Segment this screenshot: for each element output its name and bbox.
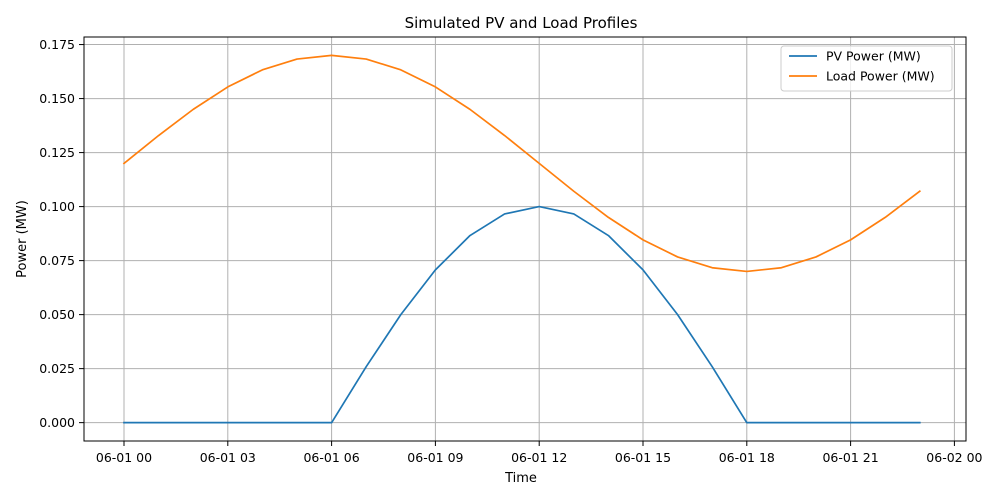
pv-power-line [123,205,921,424]
series-lines [122,54,921,424]
x-tick-label: 06-01 06 [303,450,359,465]
load-power-line [122,54,921,273]
legend-box [780,45,953,92]
y-ticks: 0.000 0.025 0.050 0.075 0.100 0.125 0.150 0.175 [39,37,84,430]
y-tick-label: 0.075 [39,253,75,268]
y-tick-label: 0.125 [39,145,75,160]
y-axis-label: Power (MW) [15,200,30,278]
chart-title: Simulated PV and Load Profiles [405,14,638,32]
plot-frame [83,36,967,442]
legend-label-load: Load Power (MW) [826,69,935,84]
x-tick-label: 06-01 00 [96,450,152,465]
x-tick-label: 06-01 15 [615,450,671,465]
x-tick-label: 06-01 12 [511,450,567,465]
legend-label-pv: PV Power (MW) [826,49,921,64]
y-tick-label: 0.025 [39,361,75,376]
y-tick-label: 0.100 [39,199,75,214]
y-tick-label: 0.000 [39,415,75,430]
x-tick-label: 06-02 00 [926,450,982,465]
x-tick-label: 06-01 09 [407,450,463,465]
grid [84,37,966,441]
legend: PV Power (MW) Load Power (MW) [780,45,953,92]
x-tick-label: 06-01 21 [822,450,878,465]
y-tick-label: 0.050 [39,307,75,322]
y-tick-label: 0.175 [39,37,75,52]
x-axis-label: Time [504,471,537,486]
y-tick-label: 0.150 [39,91,75,106]
x-tick-label: 06-01 03 [200,450,256,465]
x-ticks: 06-01 00 06-01 03 06-01 06 06-01 09 06-01 12… [96,441,983,465]
x-tick-label: 06-01 18 [719,450,775,465]
